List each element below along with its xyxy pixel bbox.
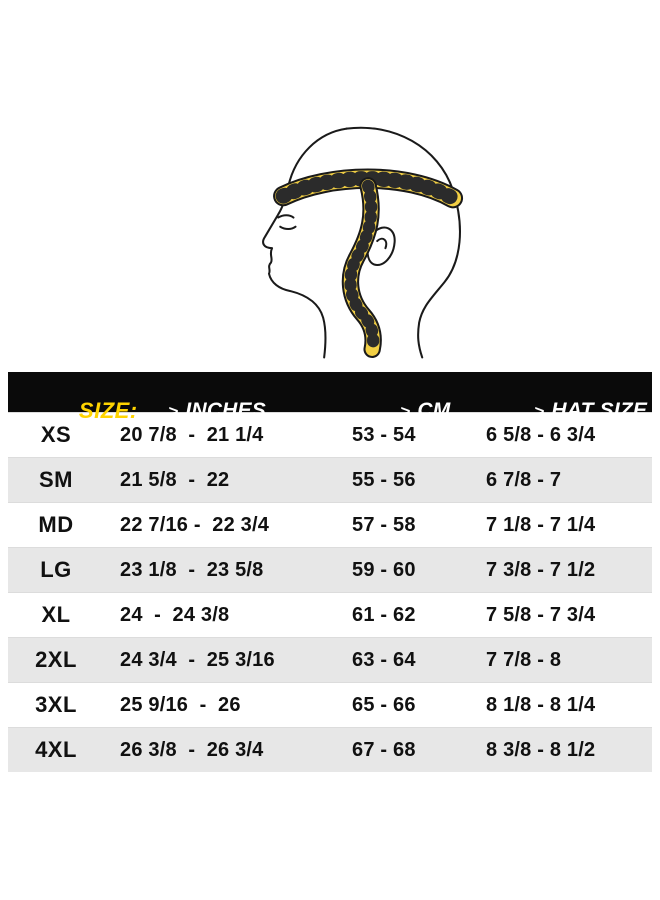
hat-size-cell: 8 1/8 - 8 1/4: [486, 693, 596, 716]
hat-size-cell: 7 3/8 - 7 1/2: [486, 558, 596, 581]
measuring-tape-tail: [341, 177, 382, 358]
size-cell: 2XL: [35, 647, 77, 672]
arrow-icon: >: [168, 402, 179, 421]
arrow-icon: >: [534, 402, 545, 421]
cm-cell: 59 - 60: [352, 558, 416, 581]
eye-line: [279, 225, 297, 231]
header-cm-label: CM: [417, 399, 451, 422]
hat-size-cell: 8 3/8 - 8 1/2: [486, 738, 596, 761]
head-outline-back: [345, 126, 461, 359]
hat-size-cell: 7 7/8 - 8: [486, 648, 562, 671]
size-cell: 4XL: [35, 737, 77, 762]
size-cell: 3XL: [35, 692, 77, 717]
table-row: 3XL 25 9/16 - 26 65 - 66 8 1/8 - 8 1/4: [8, 682, 652, 727]
size-cell: XL: [41, 602, 71, 627]
inches-cell: 20 7/8 - 21 1/4: [120, 423, 264, 446]
cm-cell: 63 - 64: [352, 648, 416, 671]
table-row: 2XL 24 3/4 - 25 3/16 63 - 64 7 7/8 - 8: [8, 637, 652, 682]
table-header-row: SIZE: > INCHES > CM > HAT SIZE: [8, 372, 652, 423]
size-cell: LG: [40, 557, 72, 582]
header-hat-size: > HAT SIZE: [464, 375, 652, 447]
table-row: LG 23 1/8 - 23 5/8 59 - 60 7 3/8 - 7 1/2: [8, 547, 652, 592]
header-hat-size-label: HAT SIZE: [551, 399, 648, 422]
table-row: SM 21 5/8 - 22 55 - 56 6 7/8 - 7: [8, 457, 652, 502]
table-row: XS 20 7/8 - 21 1/4 53 - 54 6 5/8 - 6 3/4: [8, 412, 652, 457]
inches-cell: 23 1/8 - 23 5/8: [120, 558, 264, 581]
inches-cell: 25 9/16 - 26: [120, 693, 241, 716]
hat-size-cell: 6 5/8 - 6 3/4: [486, 423, 596, 446]
hat-size-cell: 7 5/8 - 7 3/4: [486, 603, 596, 626]
table-row: 4XL 26 3/8 - 26 3/4 67 - 68 8 3/8 - 8 1/…: [8, 727, 652, 772]
table-row: XL 24 - 24 3/8 61 - 62 7 5/8 - 7 3/4: [8, 592, 652, 637]
cm-cell: 55 - 56: [352, 468, 416, 491]
size-cell: XS: [40, 422, 72, 447]
header-size: SIZE:: [8, 372, 137, 450]
cm-cell: 61 - 62: [352, 603, 416, 626]
cm-cell: 65 - 66: [352, 693, 416, 716]
eyebrow-line: [277, 214, 295, 219]
hat-size-cell: 6 7/8 - 7: [486, 468, 562, 491]
cm-cell: 57 - 58: [352, 513, 416, 536]
size-cell: SM: [39, 467, 73, 492]
head-measurement-illustration: [222, 112, 508, 368]
cm-cell: 67 - 68: [352, 738, 416, 761]
ear-inner: [376, 237, 388, 250]
header-inches: > INCHES: [104, 375, 338, 447]
inches-cell: 24 3/4 - 25 3/16: [120, 648, 275, 671]
header-inches-label: INCHES: [185, 399, 266, 422]
head-outline-face: [262, 127, 348, 359]
head-profile-svg: [262, 126, 464, 359]
arrow-icon: >: [400, 402, 411, 421]
table-row: MD 22 7/16 - 22 3/4 57 - 58 7 1/8 - 7 1/…: [8, 502, 652, 547]
inches-cell: 22 7/16 - 22 3/4: [120, 513, 270, 536]
inches-cell: 26 3/8 - 26 3/4: [120, 738, 264, 761]
inches-cell: 21 5/8 - 22: [120, 468, 230, 491]
header-cm: > CM: [338, 375, 464, 447]
size-chart-table: SIZE: > INCHES > CM > HAT SIZE XS 20 7/8 - …: [8, 372, 652, 772]
inches-cell: 24 - 24 3/8: [120, 603, 230, 626]
size-cell: MD: [38, 512, 74, 537]
cm-cell: 53 - 54: [352, 423, 416, 446]
header-size-label: SIZE:: [78, 398, 138, 423]
hat-size-cell: 7 1/8 - 7 1/4: [486, 513, 596, 536]
